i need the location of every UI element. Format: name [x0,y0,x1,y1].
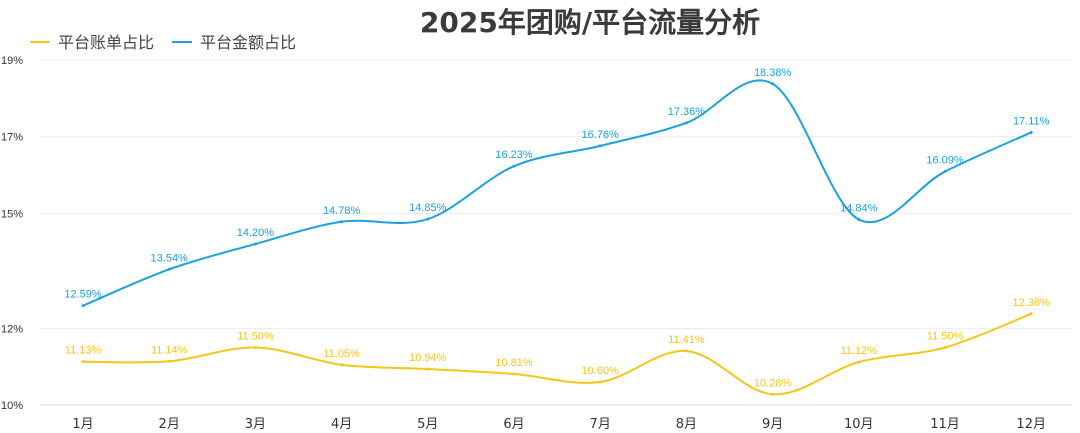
data-label-amount: 14.85% [409,202,447,214]
legend-label-amount: 平台金额占比 [200,33,296,52]
point-bill [167,359,171,363]
data-label-bill: 10.94% [409,352,447,364]
data-label-amount: 16.76% [582,129,620,141]
point-amount [512,164,516,168]
x-tick-label: 4月 [331,417,352,432]
point-bill [684,349,688,353]
y-tick-label: 12% [1,323,23,335]
x-axis: 1月 2月 3月 4月 5月 6月 7月 8月 9月 10月 11月 12月 [72,417,1046,432]
x-tick-label: 7月 [590,417,611,432]
chart-title: 2025年团购/平台流量分析 [420,6,760,39]
data-label-bill: 11.14% [151,344,188,356]
x-tick-label: 2月 [159,417,180,432]
x-tick-label: 12月 [1016,417,1046,432]
y-tick-label: 17% [1,132,23,144]
data-label-amount: 16.09% [926,155,964,167]
data-label-amount: 14.84% [840,202,878,214]
point-amount [684,121,688,125]
y-tick-label: 15% [1,208,23,220]
point-amount [771,82,775,86]
data-label-bill: 11.05% [323,348,360,360]
point-bill [426,367,430,371]
y-tick-label: 10% [1,400,23,412]
data-label-amount: 14.20% [237,227,275,239]
x-tick-label: 1月 [72,417,93,432]
y-axis: 10% 12% 15% 17% 19% [1,55,23,412]
legend: 平台账单占比 平台金额占比 [30,33,296,52]
x-tick-label: 11月 [930,417,960,432]
data-label-bill: 11.41% [668,334,705,346]
point-amount [81,304,85,308]
point-amount [426,217,430,221]
legend-label-bill: 平台账单占比 [58,33,154,52]
data-label-amount: 12.59% [64,289,102,301]
data-label-amount: 17.11% [1013,115,1050,127]
y-tick-label: 19% [1,55,23,67]
point-bill [253,346,257,349]
data-label-bill: 12.38% [1013,297,1051,309]
data-label-bill: 11.50% [237,331,274,343]
data-label-amount: 18.38% [754,67,792,79]
gridlines [40,59,1072,406]
data-label-bill: 10.60% [582,365,620,377]
data-label-amount: 17.36% [668,106,706,118]
x-tick-label: 8月 [676,417,697,432]
series-lines [81,79,1033,396]
point-bill [771,392,775,396]
point-bill [512,372,516,376]
line-bill [82,312,1033,396]
point-amount [857,217,861,221]
point-amount [943,170,947,174]
point-bill [1029,312,1033,316]
data-label-bill: 10.81% [495,357,533,369]
point-amount [167,267,171,271]
point-bill [943,346,947,349]
point-amount [340,220,344,224]
point-bill [857,360,861,364]
x-tick-label: 3月 [245,417,266,432]
x-tick-label: 6月 [503,417,524,432]
data-label-bill: 11.50% [927,331,964,343]
point-amount [253,242,257,246]
point-bill [340,363,344,367]
data-label-bill: 10.28% [754,377,792,389]
x-tick-label: 5月 [417,417,438,432]
data-label-bill: 11.13% [65,345,102,357]
data-label-amount: 13.54% [151,252,189,264]
point-bill [81,360,85,364]
data-label-bill: 11.12% [841,345,878,357]
x-tick-label: 10月 [844,417,874,432]
data-label-amount: 16.23% [495,149,533,161]
data-label-amount: 14.78% [323,205,361,217]
data-labels: 11.13% 11.14% 11.50% 11.05% 10.94% 10.81% 10.6… [64,67,1051,389]
point-amount [598,144,602,148]
line-amount [82,79,1033,307]
point-bill [598,380,602,384]
x-tick-label: 9月 [762,417,783,432]
point-amount [1029,130,1033,134]
